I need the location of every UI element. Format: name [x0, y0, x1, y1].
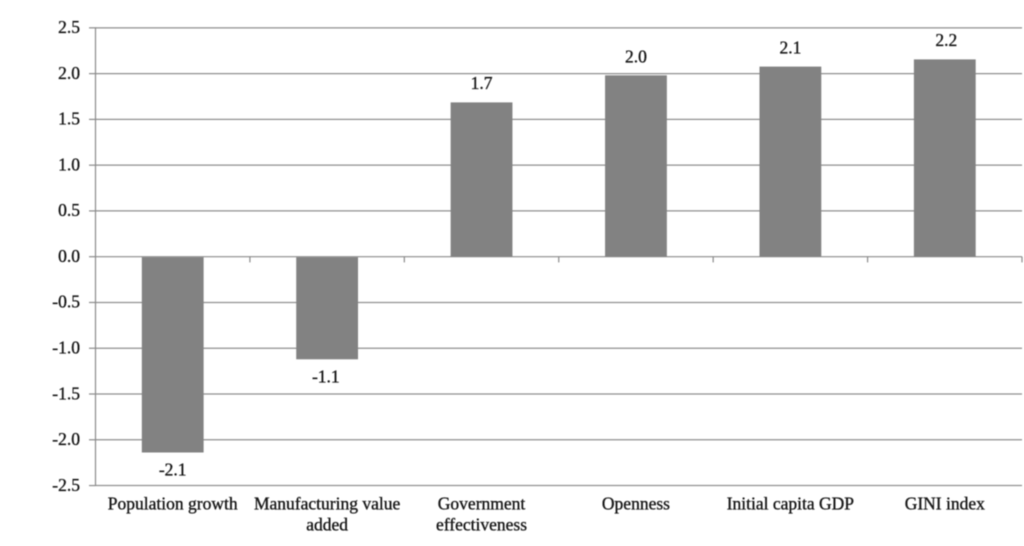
- svg-text:Manufacturing value: Manufacturing value: [254, 494, 400, 514]
- svg-text:-2.1: -2.1: [159, 459, 187, 479]
- svg-text:0.5: 0.5: [58, 200, 80, 220]
- svg-text:2.5: 2.5: [58, 17, 80, 37]
- svg-text:1.5: 1.5: [58, 109, 80, 129]
- svg-text:added: added: [306, 514, 348, 534]
- svg-text:Initial capita GDP: Initial capita GDP: [727, 494, 855, 514]
- svg-text:-1.5: -1.5: [52, 383, 80, 403]
- svg-text:2.2: 2.2: [935, 30, 957, 50]
- svg-text:-1.1: -1.1: [312, 366, 340, 386]
- svg-text:Openness: Openness: [602, 494, 670, 514]
- svg-text:-2.5: -2.5: [52, 475, 80, 495]
- svg-text:-1.0: -1.0: [52, 338, 80, 358]
- svg-text:Population growth: Population growth: [108, 494, 238, 514]
- svg-text:-2.0: -2.0: [52, 429, 80, 449]
- svg-text:2.0: 2.0: [625, 47, 647, 67]
- svg-text:2.0: 2.0: [58, 63, 80, 83]
- svg-text:effectiveness: effectiveness: [436, 514, 527, 534]
- svg-text:1.0: 1.0: [58, 154, 80, 174]
- svg-text:0.0: 0.0: [58, 246, 80, 266]
- svg-text:Government: Government: [438, 494, 526, 514]
- svg-text:1.7: 1.7: [471, 73, 493, 93]
- svg-text:GINI index: GINI index: [905, 494, 985, 514]
- svg-text:-0.5: -0.5: [52, 292, 80, 312]
- svg-text:2.1: 2.1: [779, 37, 801, 57]
